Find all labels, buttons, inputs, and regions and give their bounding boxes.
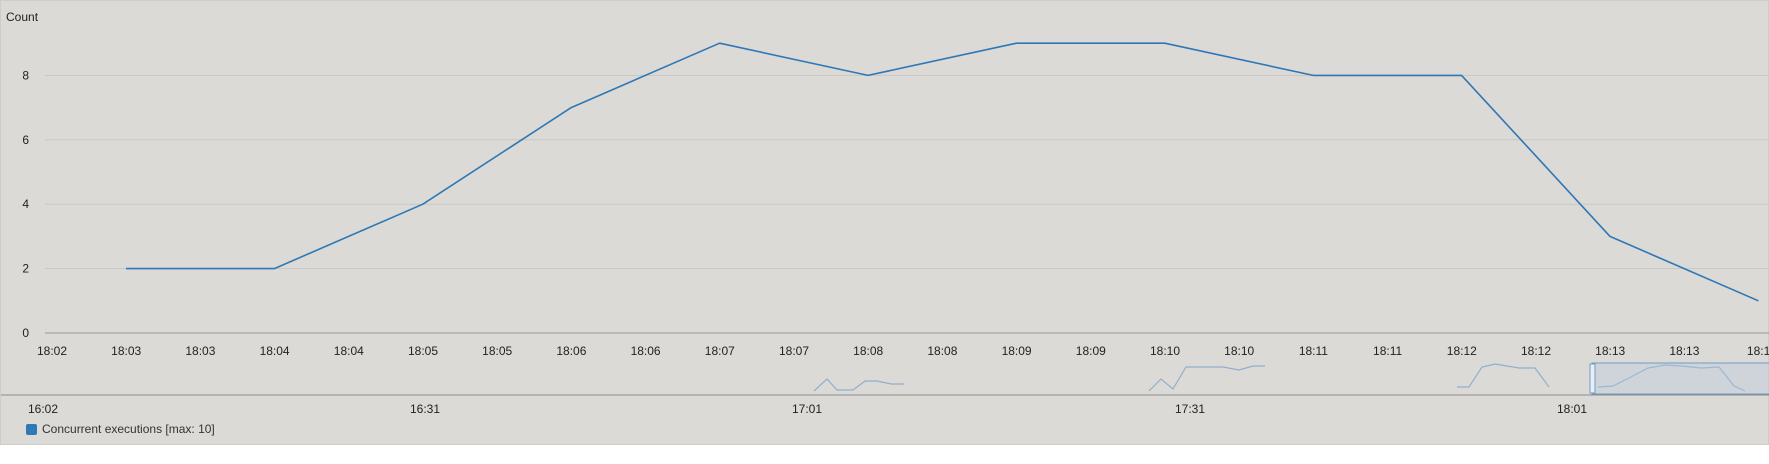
- y-tick-label: 8: [22, 68, 29, 82]
- series-line: [126, 42, 1759, 302]
- x-tick-label: 18:07: [705, 344, 735, 358]
- x-tick-label: 18:13: [1595, 344, 1625, 358]
- x-tick-label: 18:09: [1076, 344, 1106, 358]
- x-tick-label: 18:11: [1299, 344, 1328, 358]
- navigator-x-label: 16:02: [28, 402, 58, 416]
- navigator-series-line: [1597, 364, 1746, 392]
- y-tick-labels: 0 2 4 6 8: [22, 68, 29, 340]
- x-tick-label: 18:04: [260, 344, 290, 358]
- x-tick-label: 18:10: [1224, 344, 1254, 358]
- x-tick-label: 18:06: [631, 344, 661, 358]
- series-layer: [125, 42, 1759, 302]
- grid-lines: [45, 74, 1769, 334]
- y-tick-label: 6: [22, 133, 29, 147]
- navigator-window[interactable]: [1591, 362, 1769, 395]
- x-tick-label: 18:06: [556, 344, 586, 358]
- x-tick-label: 18:07: [779, 344, 809, 358]
- x-tick-label: 18:12: [1521, 344, 1551, 358]
- x-tick-label: 18:08: [853, 344, 883, 358]
- y-tick-label: 4: [22, 197, 29, 211]
- navigator-series-line: [1148, 365, 1265, 392]
- x-tick-label: 18:02: [37, 344, 67, 358]
- navigator-x-label: 17:01: [792, 402, 822, 416]
- x-tick-label: 18:08: [927, 344, 957, 358]
- x-tick-label: 18:03: [185, 344, 215, 358]
- x-tick-label: 18:11: [1373, 344, 1402, 358]
- legend-swatch: [26, 423, 37, 435]
- y-tick-label: 0: [22, 326, 29, 340]
- y-axis-label: Count: [6, 10, 39, 24]
- legend[interactable]: Concurrent executions [max: 10]: [26, 422, 215, 436]
- x-tick-label: 18:09: [1002, 344, 1032, 358]
- x-tick-label: 18:12: [1447, 344, 1477, 358]
- x-tick-label: 18:1: [1747, 344, 1769, 358]
- navigator-x-label: 17:31: [1175, 402, 1205, 416]
- x-tick-label: 18:05: [408, 344, 438, 358]
- navigator[interactable]: 16:02 16:31 17:01 17:31 18:01: [1, 362, 1769, 416]
- x-tick-label: 18:13: [1669, 344, 1699, 358]
- legend-label: Concurrent executions [max: 10]: [42, 422, 215, 436]
- navigator-series-line: [813, 378, 904, 392]
- navigator-series-line: [1457, 363, 1550, 388]
- navigator-x-label: 18:01: [1557, 402, 1587, 416]
- navigator-handle[interactable]: [1589, 363, 1596, 394]
- x-tick-label: 18:03: [111, 344, 141, 358]
- navigator-x-label: 16:31: [410, 402, 440, 416]
- y-tick-label: 2: [22, 262, 29, 276]
- x-tick-label: 18:10: [1150, 344, 1180, 358]
- x-tick-label: 18:04: [334, 344, 364, 358]
- x-tick-labels: 18:02 18:03 18:03 18:04 18:04 18:05 18:05 18:06…: [37, 344, 1769, 358]
- x-tick-label: 18:05: [482, 344, 512, 358]
